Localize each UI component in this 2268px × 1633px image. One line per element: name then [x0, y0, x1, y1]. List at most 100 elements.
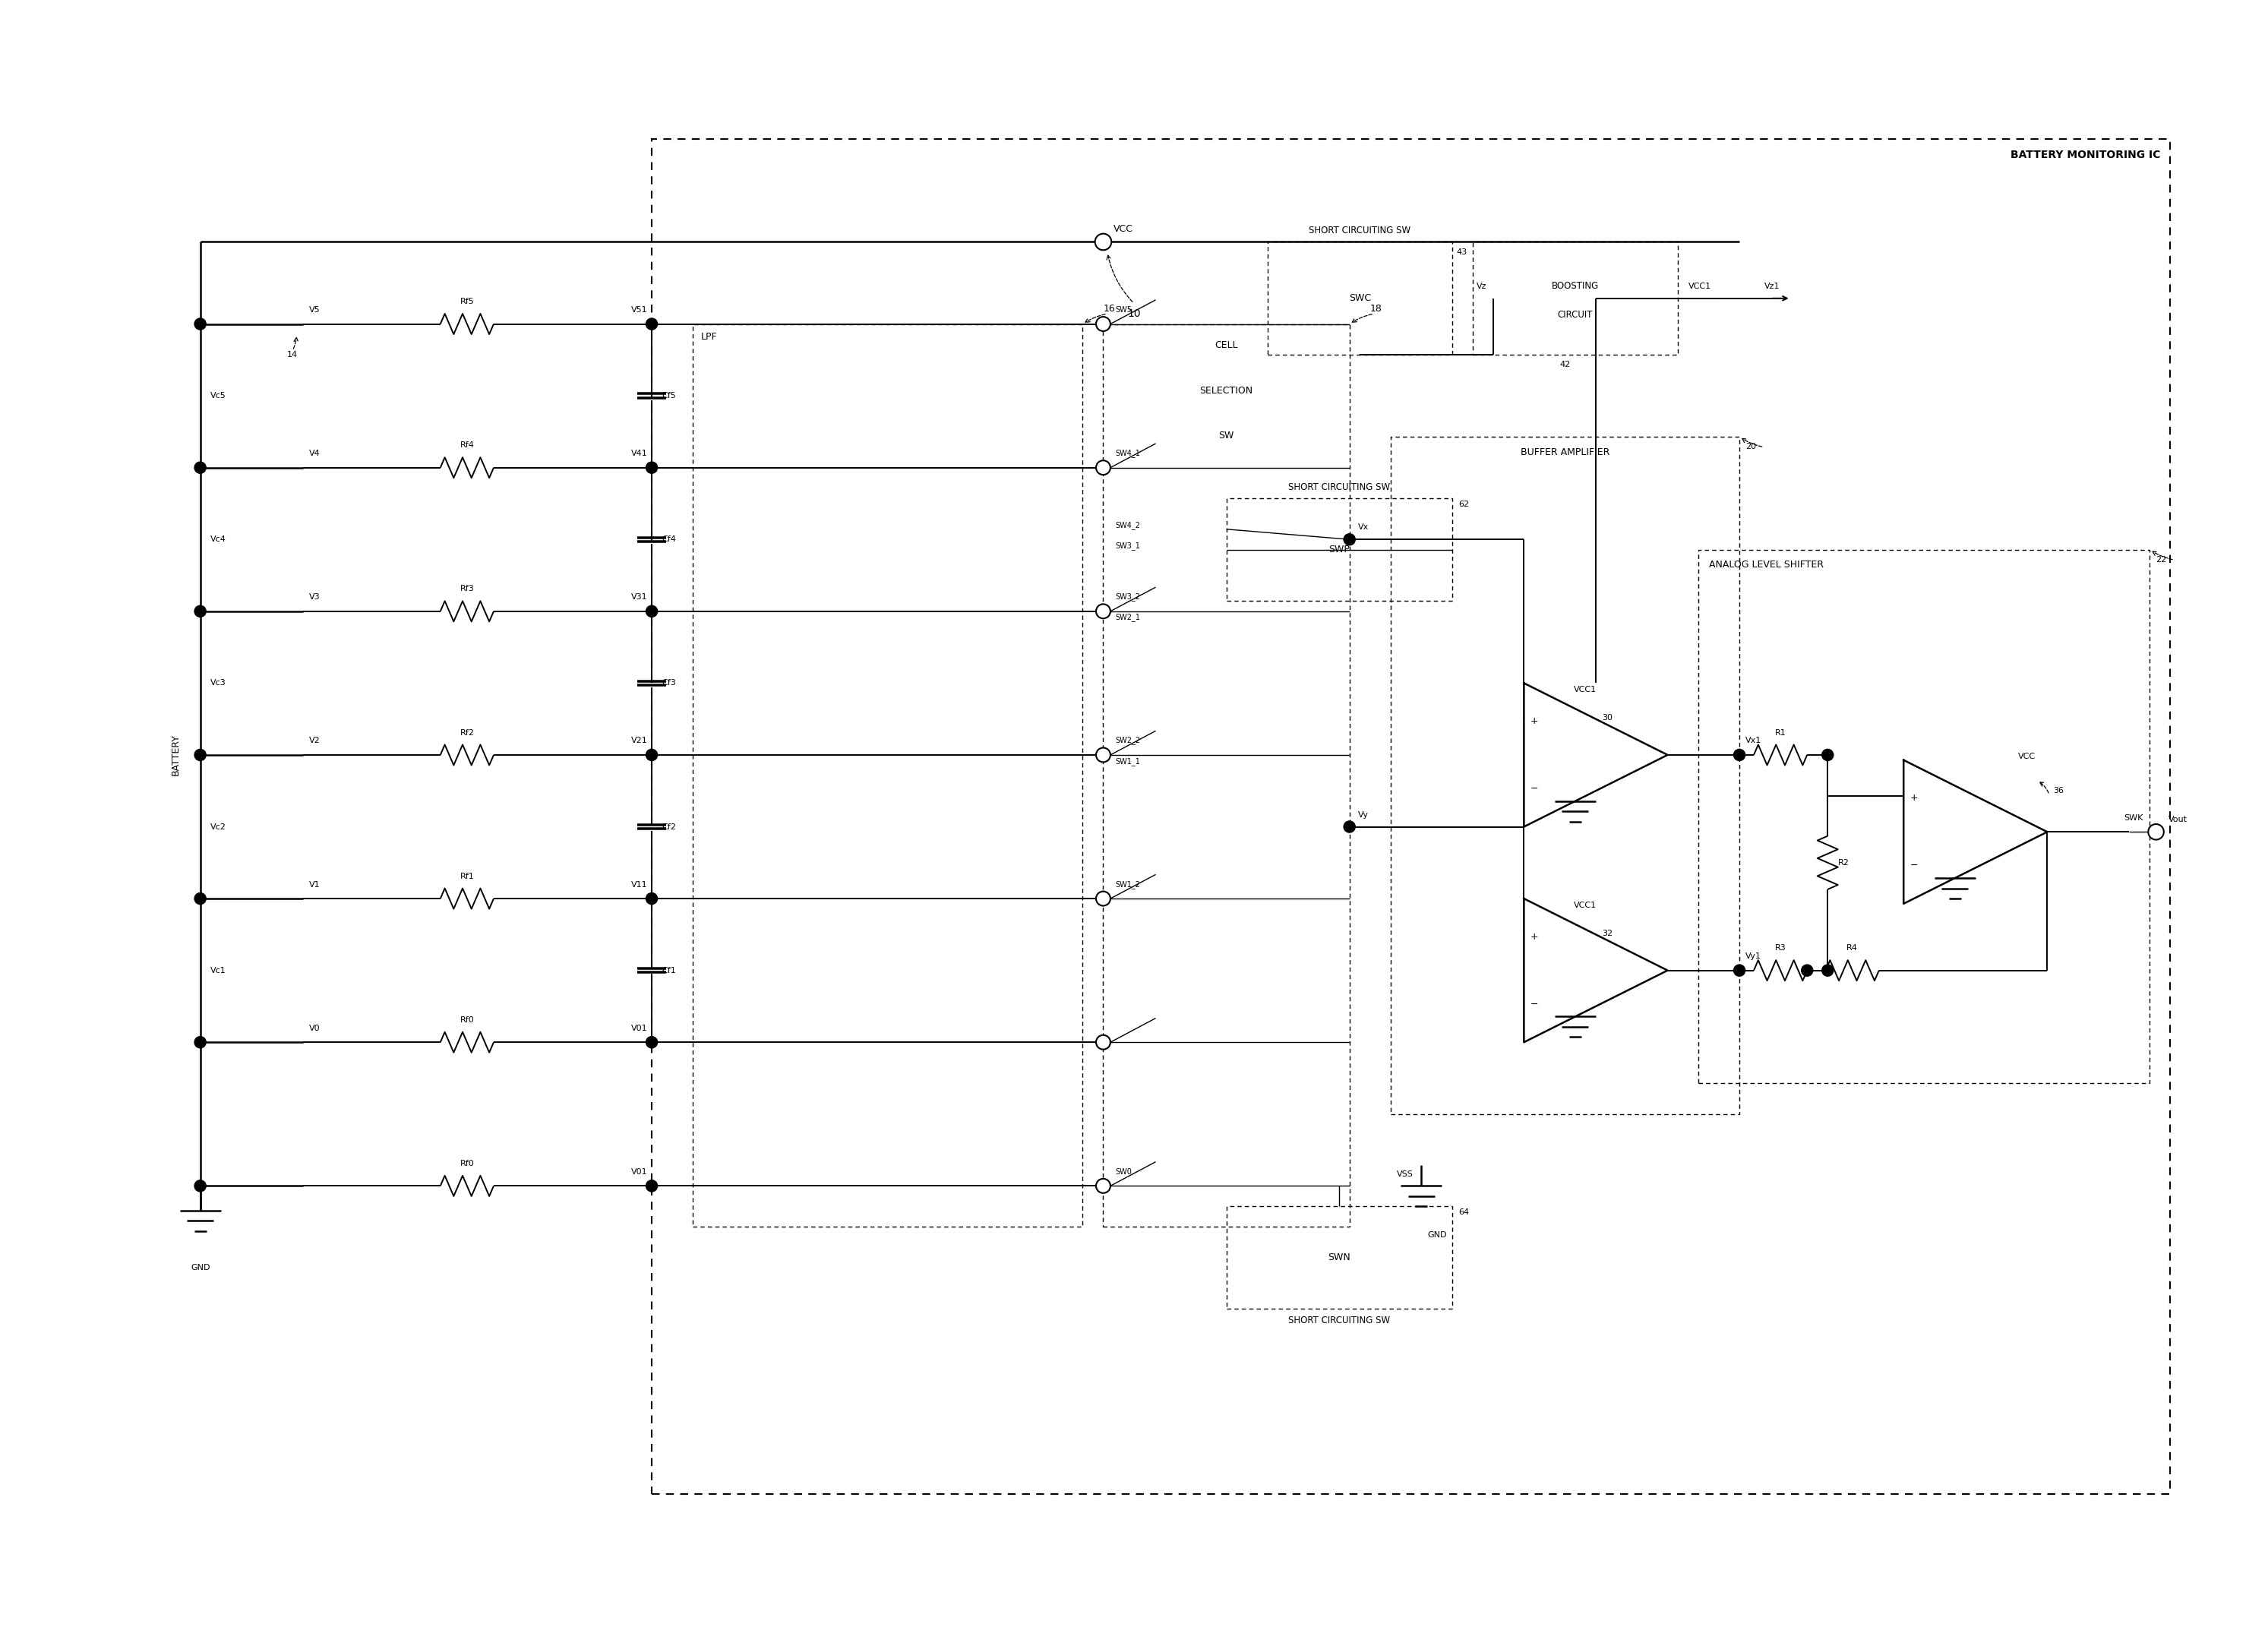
Text: Vc5: Vc5	[211, 392, 227, 400]
Circle shape	[1095, 1035, 1111, 1050]
Text: 10: 10	[1127, 309, 1141, 318]
Circle shape	[646, 462, 658, 474]
Text: −: −	[1531, 784, 1538, 794]
Circle shape	[646, 1037, 658, 1048]
Circle shape	[1343, 821, 1356, 833]
Text: SW2_2: SW2_2	[1116, 736, 1141, 745]
Text: 62: 62	[1458, 501, 1470, 508]
Text: Vout: Vout	[2168, 816, 2186, 823]
Circle shape	[195, 606, 206, 617]
Text: 16: 16	[1102, 304, 1116, 314]
Circle shape	[1095, 317, 1111, 331]
Text: BATTERY: BATTERY	[170, 735, 181, 776]
Circle shape	[195, 893, 206, 905]
Text: V1: V1	[308, 880, 320, 888]
Text: Rf4: Rf4	[460, 441, 474, 449]
Text: SW5: SW5	[1116, 305, 1132, 314]
Text: VCC1: VCC1	[1687, 283, 1710, 291]
Text: CELL: CELL	[1216, 340, 1238, 349]
Text: R4: R4	[1846, 944, 1857, 952]
Circle shape	[1095, 748, 1111, 763]
Text: V4: V4	[308, 449, 320, 457]
Text: +: +	[1531, 931, 1538, 942]
Circle shape	[195, 750, 206, 761]
Text: SWN: SWN	[1329, 1253, 1349, 1262]
Text: V41: V41	[631, 449, 649, 457]
Circle shape	[1821, 965, 1833, 977]
Circle shape	[195, 1181, 206, 1192]
Circle shape	[646, 318, 658, 330]
Text: BUFFER AMPLIFIER: BUFFER AMPLIFIER	[1520, 447, 1610, 457]
Text: V31: V31	[631, 593, 649, 601]
Text: SHORT CIRCUITING SW: SHORT CIRCUITING SW	[1288, 482, 1390, 492]
Text: V5: V5	[308, 305, 320, 314]
Text: Vc2: Vc2	[211, 823, 227, 831]
Text: Cf5: Cf5	[662, 392, 676, 400]
Text: R1: R1	[1776, 728, 1787, 736]
Text: Rf3: Rf3	[460, 585, 474, 593]
Text: SWP: SWP	[1329, 545, 1349, 555]
Text: SHORT CIRCUITING SW: SHORT CIRCUITING SW	[1288, 1315, 1390, 1324]
Text: LPF: LPF	[701, 331, 717, 341]
Text: BATTERY MONITORING IC: BATTERY MONITORING IC	[2009, 150, 2159, 160]
Text: BOOSTING: BOOSTING	[1551, 281, 1599, 291]
Circle shape	[646, 1181, 658, 1192]
Text: V21: V21	[631, 736, 649, 745]
Text: SW: SW	[1218, 431, 1234, 441]
Circle shape	[195, 318, 206, 330]
Text: CIRCUIT: CIRCUIT	[1558, 310, 1592, 320]
Text: +: +	[1910, 794, 1919, 803]
Text: 64: 64	[1458, 1208, 1470, 1217]
Text: V3: V3	[308, 593, 320, 601]
Text: 43: 43	[1456, 248, 1467, 256]
Circle shape	[1733, 965, 1744, 977]
Text: 22: 22	[2157, 555, 2166, 563]
Text: SELECTION: SELECTION	[1200, 385, 1252, 395]
Text: R2: R2	[1837, 859, 1848, 867]
Circle shape	[1095, 461, 1111, 475]
Circle shape	[195, 462, 206, 474]
Text: V01: V01	[631, 1168, 649, 1176]
Text: Rf0: Rf0	[460, 1159, 474, 1168]
Text: Rf1: Rf1	[460, 872, 474, 880]
Text: Cf3: Cf3	[662, 679, 676, 687]
Text: −: −	[1531, 999, 1538, 1009]
Text: VSS: VSS	[1397, 1171, 1413, 1177]
Text: VCC: VCC	[1114, 224, 1134, 234]
Circle shape	[1801, 965, 1812, 977]
Text: V51: V51	[631, 305, 649, 314]
Circle shape	[1733, 750, 1744, 761]
Text: Cf1: Cf1	[662, 967, 676, 975]
Text: Vy1: Vy1	[1746, 952, 1762, 960]
Circle shape	[1343, 534, 1356, 545]
Text: SW1_2: SW1_2	[1116, 880, 1141, 888]
Text: Vc3: Vc3	[211, 679, 227, 687]
Circle shape	[646, 893, 658, 905]
Text: Vz1: Vz1	[1765, 283, 1780, 291]
Text: 36: 36	[2053, 787, 2064, 795]
Text: SW2_1: SW2_1	[1116, 614, 1141, 622]
Text: V01: V01	[631, 1024, 649, 1032]
Text: Rf0: Rf0	[460, 1016, 474, 1024]
Text: SW3_2: SW3_2	[1116, 593, 1141, 601]
Text: Cf2: Cf2	[662, 823, 676, 831]
Text: V2: V2	[308, 736, 320, 745]
Text: +: +	[1531, 717, 1538, 727]
Text: VCC1: VCC1	[1574, 901, 1597, 910]
Text: 18: 18	[1370, 304, 1381, 314]
Text: 20: 20	[1746, 443, 1755, 451]
Text: SW0: SW0	[1116, 1168, 1132, 1176]
Text: GND: GND	[1427, 1231, 1447, 1239]
Text: GND: GND	[191, 1264, 211, 1272]
Text: SW1_1: SW1_1	[1116, 758, 1141, 766]
Circle shape	[1095, 892, 1111, 906]
Circle shape	[1095, 234, 1111, 250]
Circle shape	[646, 750, 658, 761]
Text: R3: R3	[1776, 944, 1787, 952]
Text: 32: 32	[1601, 929, 1613, 937]
Text: VCC: VCC	[2019, 753, 2034, 759]
Text: V0: V0	[308, 1024, 320, 1032]
Text: SW4_1: SW4_1	[1116, 449, 1141, 457]
Text: Rf2: Rf2	[460, 728, 474, 736]
Text: VCC1: VCC1	[1574, 686, 1597, 694]
